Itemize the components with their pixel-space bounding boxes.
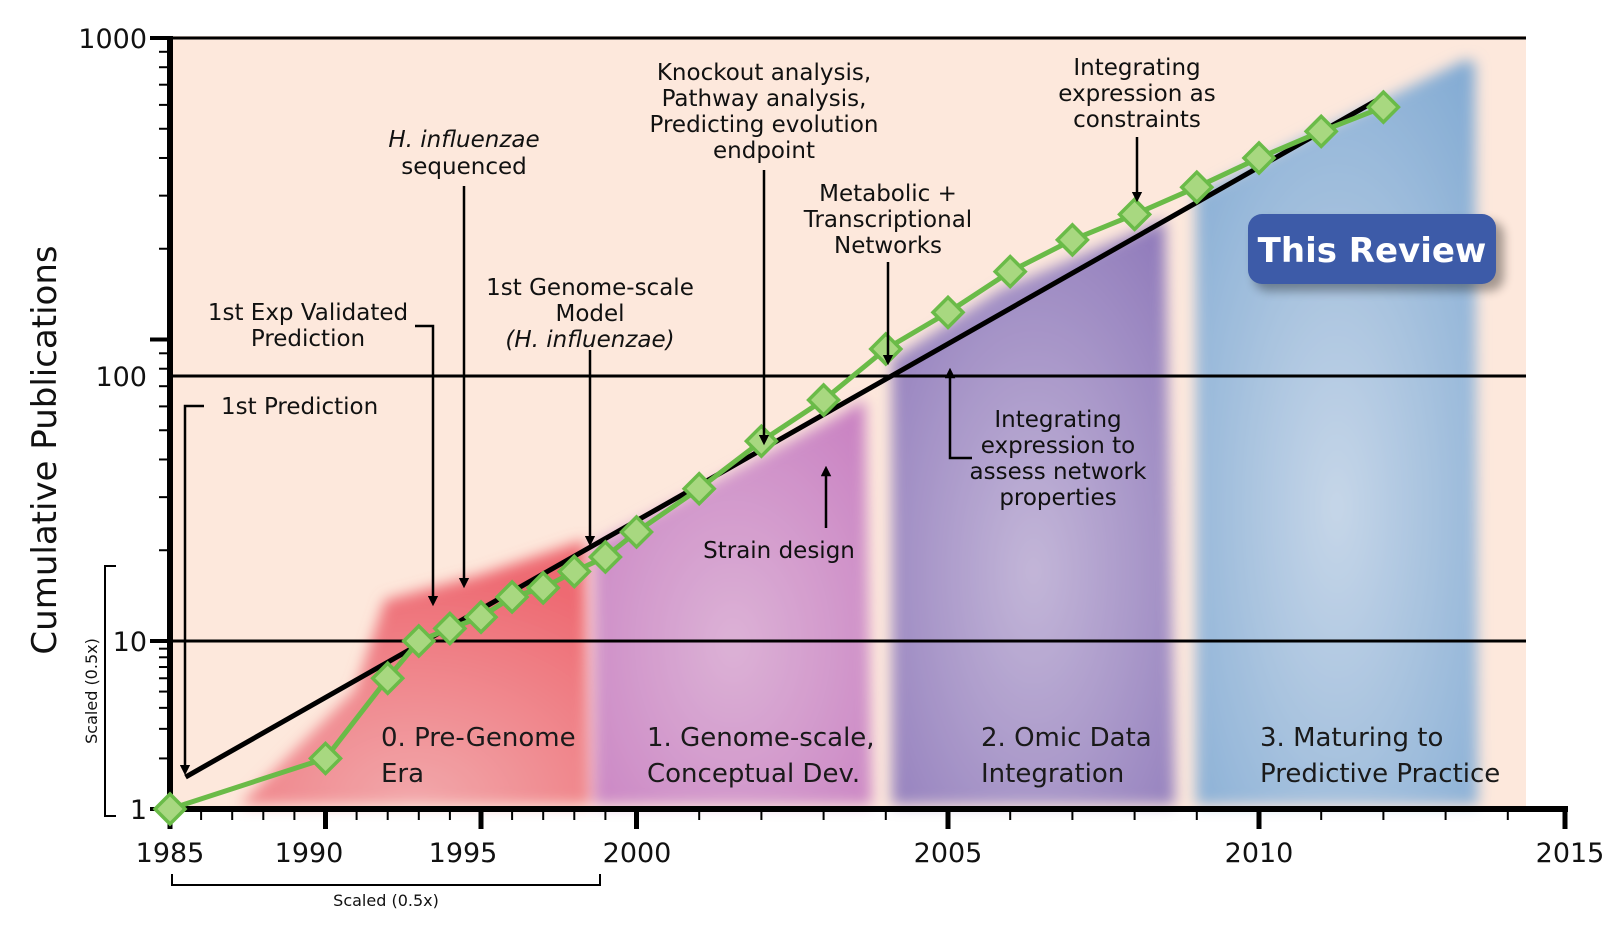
annotation-first-prediction: 1st Prediction	[221, 394, 378, 420]
x-ticks	[167, 809, 1509, 829]
era-omic-data-label-line1: 2. Omic Data	[981, 723, 1152, 753]
era-genome-scale-label-line2: Conceptual Dev.	[647, 759, 860, 789]
annotation-genome-model-line3: (H. influenzae)	[505, 327, 674, 353]
annotation-genome-model-line1: 1st Genome-scale	[486, 275, 694, 301]
annotation-arrows	[179, 137, 1143, 776]
annotation-genome-model-line2: Model	[555, 301, 624, 327]
arrow-int-assess	[944, 367, 972, 460]
data-point-2007	[1054, 222, 1090, 258]
x-tick-label-1995: 1995	[429, 838, 498, 869]
x-tick-label-1990: 1990	[275, 838, 344, 869]
annotation-int-assess-line3: assess network	[970, 459, 1148, 485]
y-tick-label-100: 100	[95, 362, 147, 393]
data-point-1995	[463, 599, 499, 635]
x-tick-label-2015: 2015	[1536, 838, 1605, 869]
data-point-2001	[681, 471, 717, 507]
annotation-int-assess-line4: properties	[999, 485, 1116, 511]
annotation-int-constraints-line1: Integrating	[1073, 55, 1200, 81]
annotation-hinf-sequenced-line1: H. influenzae	[388, 127, 539, 153]
data-point-2000	[619, 514, 654, 550]
y-scaled-note: Scaled (0.5x)	[82, 638, 101, 744]
y-tick-label-1: 1	[130, 795, 147, 826]
annotation-metabolic-line3: Networks	[834, 233, 942, 259]
arrow-exp-validated	[415, 324, 439, 607]
data-point-1993	[401, 623, 437, 659]
annotation-knockout-line3: Predicting evolution	[650, 112, 879, 138]
x-tick-label-2000: 2000	[603, 838, 672, 869]
x-tick-label-1985: 1985	[136, 838, 205, 869]
data-point-2010	[1241, 140, 1277, 176]
y-axis-title: Cumulative Publications	[25, 245, 65, 654]
arrow-first-prediction	[179, 404, 204, 776]
annotation-int-assess-line1: Integrating	[994, 407, 1121, 433]
annotation-int-assess-line2: expression to	[981, 433, 1135, 459]
data-point-2005	[930, 294, 966, 330]
era-genome-scale-label-line1: 1. Genome-scale,	[647, 723, 875, 753]
era-genome-scale-region	[594, 400, 872, 805]
x-tick-label-2010: 2010	[1225, 838, 1294, 869]
annotation-int-constraints-line2: expression as	[1058, 81, 1215, 107]
data-point-2012	[1365, 89, 1401, 125]
data-point-1994	[432, 611, 468, 646]
y-tick-label-1000: 1000	[78, 24, 147, 55]
this-review-badge-box	[1248, 214, 1496, 284]
x-scaled-bracket	[171, 874, 601, 886]
annotation-metabolic-line2: Transcriptional	[803, 207, 972, 233]
this-review-label: This Review	[1258, 231, 1487, 271]
era-maturing-label-line1: 3. Maturing to	[1260, 723, 1443, 753]
x-tick-label-2005: 2005	[914, 838, 983, 869]
era-maturing-label-line2: Predictive Practice	[1260, 759, 1500, 789]
data-point-2011	[1303, 113, 1339, 149]
annotation-knockout-line1: Knockout analysis,	[657, 60, 871, 86]
data-point-1992	[370, 660, 406, 696]
data-point-2003	[806, 382, 842, 418]
data-point-2008	[1117, 196, 1153, 232]
this-review-badge: This Review	[1248, 214, 1504, 291]
data-point-1985	[152, 791, 188, 827]
era-omic-data-label-line2: Integration	[981, 759, 1124, 789]
era-pre-genome-label-line1: 0. Pre-Genome	[381, 723, 576, 753]
data-point-2009	[1179, 169, 1215, 205]
data-point-1990	[308, 740, 343, 776]
era-pre-genome-label-line2: Era	[381, 759, 424, 789]
data-point-1996	[494, 579, 530, 615]
data-point-2006	[992, 254, 1028, 290]
annotation-strain-design: Strain design	[703, 538, 855, 564]
y-scaled-bracket	[104, 565, 116, 817]
annotation-exp-validated-line2: Prediction	[251, 326, 365, 352]
y-tick-label-10: 10	[113, 627, 147, 658]
annotation-hinf-sequenced-line2: sequenced	[401, 154, 526, 180]
era-pre-genome-region	[240, 540, 590, 805]
annotation-int-constraints-line3: constraints	[1073, 107, 1201, 133]
publications-markers	[152, 89, 1401, 827]
era-omic-data-region	[892, 220, 1175, 805]
annotation-knockout-line4: endpoint	[713, 138, 815, 164]
annotation-exp-validated-line1: 1st Exp Validated	[208, 300, 408, 326]
y-minor-ticks	[150, 36, 170, 811]
data-point-1997	[525, 570, 561, 606]
annotation-knockout-line2: Pathway analysis,	[662, 86, 867, 112]
annotation-metabolic-line1: Metabolic +	[819, 181, 957, 207]
data-point-1998	[556, 554, 592, 589]
x-scaled-note: Scaled (0.5x)	[333, 891, 439, 910]
data-point-1999	[587, 539, 623, 575]
